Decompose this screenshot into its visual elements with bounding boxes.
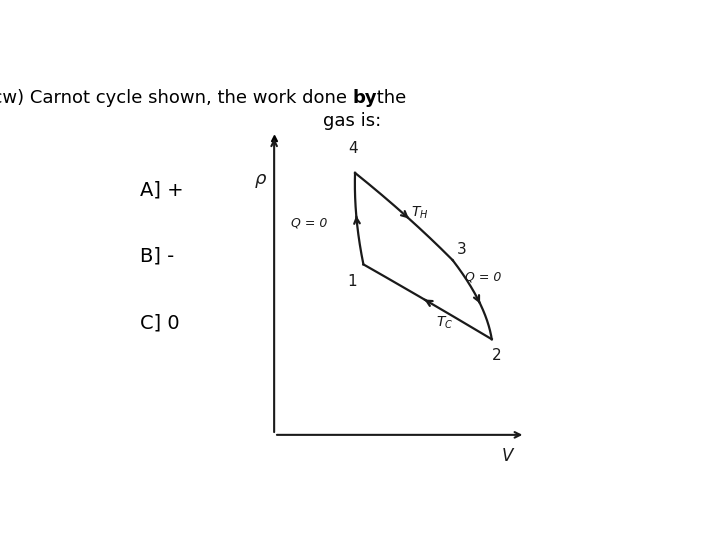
Text: Q = 0: Q = 0 xyxy=(291,217,328,230)
Text: gas is:: gas is: xyxy=(323,112,382,130)
Text: 1: 1 xyxy=(347,274,356,288)
Text: B] -: B] - xyxy=(140,247,174,266)
Text: $T_H$: $T_H$ xyxy=(411,204,428,221)
Text: by: by xyxy=(352,89,377,107)
Text: 3: 3 xyxy=(457,242,467,258)
Text: 2: 2 xyxy=(492,348,501,363)
Text: $\rho$: $\rho$ xyxy=(253,172,267,190)
Text: the: the xyxy=(371,89,406,107)
Text: In one (ccw) Carnot cycle shown, the work done: In one (ccw) Carnot cycle shown, the wor… xyxy=(0,89,352,107)
Text: A] +: A] + xyxy=(140,180,184,199)
Text: $V$: $V$ xyxy=(501,447,516,464)
Text: Q = 0: Q = 0 xyxy=(465,271,501,284)
Text: C] 0: C] 0 xyxy=(140,313,180,332)
Text: $T_C$: $T_C$ xyxy=(436,314,453,331)
Text: 4: 4 xyxy=(348,141,358,156)
